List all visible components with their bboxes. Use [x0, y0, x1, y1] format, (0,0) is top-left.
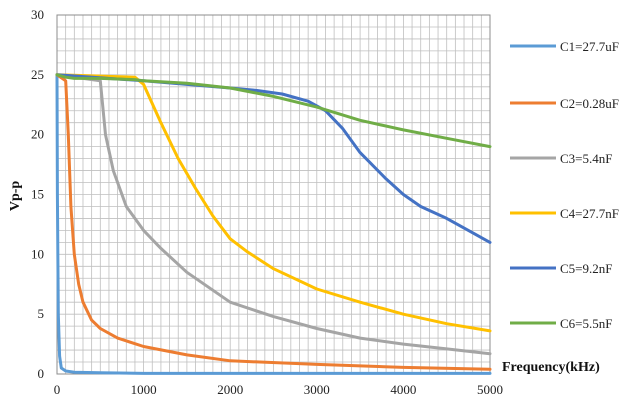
series-layer — [55, 73, 492, 375]
x-tick-label: 2000 — [217, 382, 243, 397]
legend-label-3: C3=5.4nF — [560, 151, 612, 166]
legend-label-2: C2=0.28uF — [560, 96, 619, 111]
x-tick-label: 5000 — [477, 382, 503, 397]
legend-label-6: C6=5.5nF — [560, 316, 612, 331]
y-tick-label: 20 — [31, 127, 44, 142]
legend-label-1: C1=27.7uF — [560, 39, 619, 54]
y-tick-label: 5 — [38, 306, 45, 321]
tick-labels: 0 1000 2000 3000 4000 5000 0 5 10 15 20 25 30 — [31, 7, 503, 397]
x-tick-label: 1000 — [131, 382, 157, 397]
y-tick-label: 10 — [31, 246, 44, 261]
x-tick-label: 4000 — [390, 382, 416, 397]
x-tick-label: 3000 — [304, 382, 330, 397]
x-tick-label: 0 — [54, 382, 61, 397]
series-line-3 — [55, 73, 492, 356]
legend: C1=27.7uF C2=0.28uF C3=5.4nF C4=27.7nF C5=9.… — [510, 39, 619, 331]
series-line-4 — [55, 73, 492, 333]
series-line-6 — [55, 73, 492, 149]
x-axis-title: Frequency(kHz) — [502, 360, 600, 375]
y-tick-label: 0 — [38, 366, 45, 381]
y-axis-title: Vp-p — [8, 181, 23, 212]
legend-label-5: C5=9.2nF — [560, 261, 612, 276]
series-line-1 — [55, 73, 492, 375]
y-tick-label: 15 — [31, 187, 44, 202]
y-tick-label: 30 — [31, 7, 44, 22]
y-tick-label: 25 — [31, 67, 44, 82]
series-line-2 — [55, 73, 492, 371]
legend-label-4: C4=27.7nF — [560, 206, 619, 221]
